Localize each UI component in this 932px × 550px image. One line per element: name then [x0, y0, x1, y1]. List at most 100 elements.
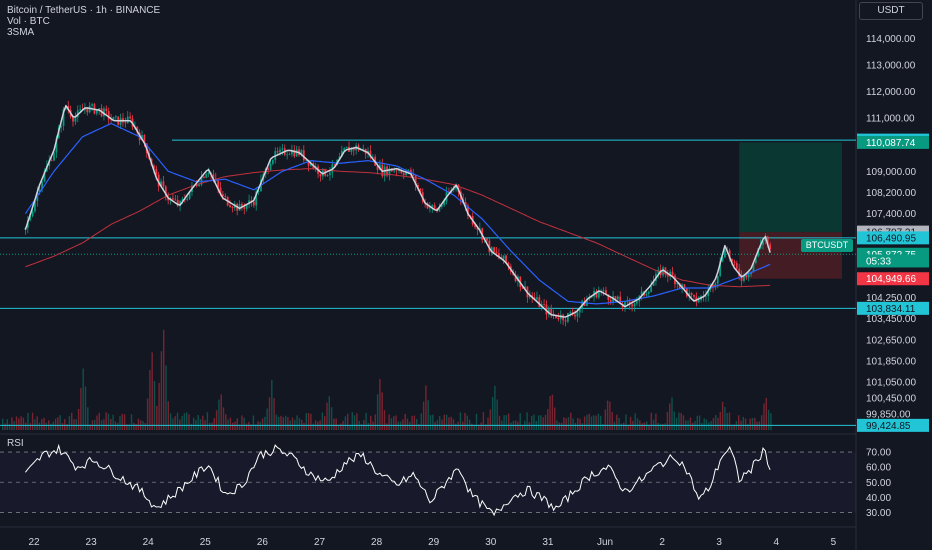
volume-bar	[459, 412, 462, 430]
volume-bar	[29, 423, 31, 430]
candle-body	[305, 160, 308, 161]
volume-bar	[84, 386, 87, 430]
volume-bar	[650, 412, 652, 430]
volume-bar	[340, 423, 342, 430]
candle-body	[528, 295, 531, 298]
candle-body	[124, 122, 127, 124]
volume-bar	[80, 388, 82, 430]
currency-selector-button[interactable]: USDT	[859, 2, 923, 20]
time-tick-label: 25	[200, 537, 212, 548]
candle	[112, 116, 115, 120]
candle-body	[474, 224, 476, 228]
volume-bar	[75, 419, 77, 430]
volume-bar	[595, 415, 597, 430]
candle-body	[633, 303, 636, 307]
price-tick-label: 114,000.00	[866, 34, 916, 45]
candle-body	[321, 168, 324, 177]
volume-bar	[600, 415, 602, 430]
candle-body	[91, 104, 93, 106]
volume-bar	[57, 417, 59, 430]
candle-body	[743, 274, 745, 281]
sma-fast-line	[24, 104, 771, 318]
candle-body	[400, 170, 403, 174]
time-tick-label: 26	[257, 537, 269, 548]
volume-bar	[586, 414, 588, 430]
volume-bar	[439, 416, 441, 430]
volume-bar	[441, 419, 443, 430]
volume-bar	[50, 423, 52, 430]
candle-body	[31, 211, 34, 217]
candle	[172, 193, 174, 201]
volume-bar	[655, 413, 657, 430]
volume-bar	[554, 407, 556, 430]
volume-bar	[388, 414, 390, 430]
volume-bar	[36, 416, 38, 430]
volume-bar	[659, 423, 662, 430]
candle-body	[41, 181, 43, 190]
volume-bar	[61, 423, 64, 430]
candle-body	[716, 275, 719, 284]
volume-bar	[238, 424, 241, 430]
candle-body	[721, 257, 724, 262]
volume-bar	[110, 418, 112, 430]
candle-body	[110, 119, 112, 121]
candle-body	[319, 173, 322, 177]
volume-bar	[671, 397, 673, 430]
volume-bar	[675, 417, 678, 430]
volume-bar	[466, 415, 468, 430]
volume-bar	[558, 422, 560, 430]
volume-bar	[409, 421, 411, 430]
candle	[329, 167, 331, 181]
candle-body	[609, 299, 612, 302]
candle	[74, 112, 77, 125]
volume-bar	[606, 400, 609, 430]
volume-bar	[153, 381, 156, 430]
volume-bar	[192, 417, 195, 430]
symbol-title[interactable]: Bitcoin / TetherUS · 1h · BINANCE	[7, 5, 161, 16]
candle-body	[602, 290, 605, 291]
candle-body	[393, 170, 396, 172]
volume-bar	[434, 421, 436, 430]
candle-body	[371, 156, 374, 158]
candle-body	[505, 255, 507, 263]
volume-bar	[8, 423, 11, 430]
volume-bar	[103, 419, 105, 430]
volume-bar	[89, 424, 91, 430]
rsi-indicator-label[interactable]: RSI	[7, 438, 24, 449]
volume-indicator-label[interactable]: Vol · BTC	[7, 16, 50, 27]
volume-bar	[551, 394, 554, 430]
candle-body	[578, 308, 581, 313]
candle-body	[160, 181, 162, 187]
volume-bar	[682, 415, 685, 430]
sma-indicator-label[interactable]: 3SMA	[7, 27, 35, 38]
candle-body	[202, 176, 205, 178]
rsi-line	[25, 443, 771, 517]
candle-body	[286, 154, 289, 156]
candle-body	[195, 184, 198, 186]
volume-bar	[627, 424, 629, 430]
price-tick-label: 113,000.00	[866, 61, 916, 72]
volume-bar	[560, 422, 563, 430]
volume-bar	[11, 417, 13, 430]
candle	[217, 179, 220, 194]
candle-body	[181, 199, 184, 201]
volume-bar	[508, 413, 510, 430]
candle	[657, 266, 660, 279]
volume-bar	[365, 412, 367, 430]
volume-bar	[664, 423, 666, 430]
volume-bar	[121, 413, 123, 430]
volume-bar	[172, 418, 174, 430]
candle-body	[405, 172, 408, 176]
candle-body	[112, 116, 115, 120]
candle	[286, 150, 289, 160]
candle-body	[269, 163, 272, 170]
candle-body	[141, 135, 143, 141]
candle-body	[293, 149, 296, 157]
volume-bar	[250, 424, 252, 430]
volume-bar	[291, 417, 294, 430]
candle	[302, 145, 305, 163]
candle	[400, 168, 403, 175]
candle-body	[754, 256, 757, 263]
volume-bar	[751, 417, 754, 430]
